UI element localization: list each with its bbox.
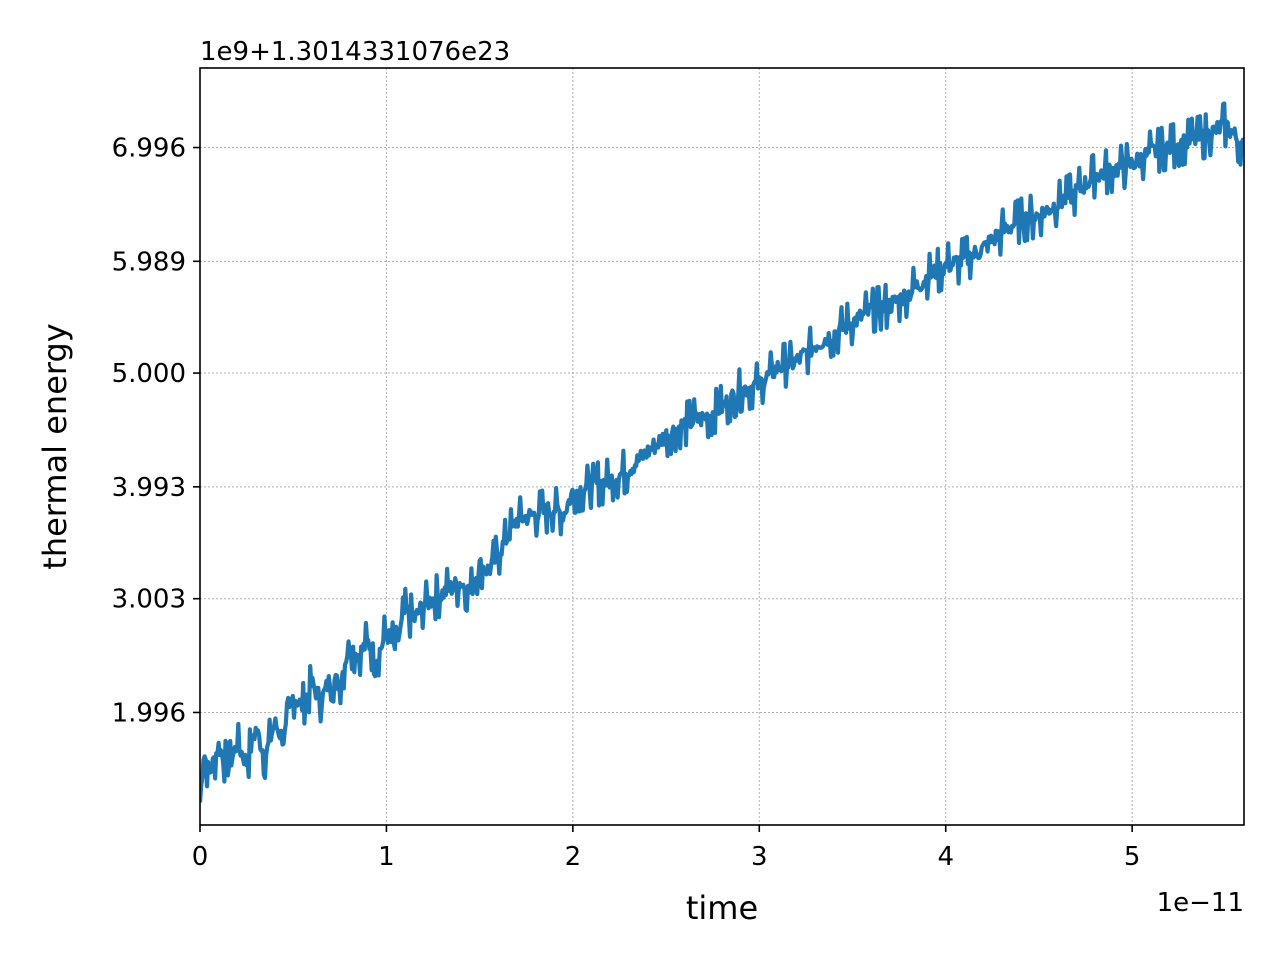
y-tick-label: 3.993 (112, 473, 186, 503)
x-tick-label: 4 (937, 842, 954, 872)
x-offset-label: 1e−11 (1157, 888, 1244, 918)
x-tick-label: 0 (192, 842, 209, 872)
x-tick-label: 3 (751, 842, 768, 872)
grid (199, 68, 1244, 825)
y-tick-label: 5.000 (112, 359, 186, 389)
y-tick-label: 5.989 (112, 247, 186, 277)
y-offset-label: 1e9+1.3014331076e23 (200, 37, 510, 67)
x-tick-label: 5 (1124, 842, 1141, 872)
y-tick-label: 1.996 (112, 698, 186, 728)
y-tick-label: 6.996 (112, 134, 186, 164)
plot-frame (199, 67, 1245, 826)
y-tick-label: 3.003 (112, 585, 186, 615)
series-line (200, 101, 1244, 803)
x-axis-ticks: 0 1 2 3 4 5 (192, 825, 1141, 872)
series-layer (200, 101, 1244, 803)
x-axis-label: time (686, 889, 758, 927)
x-tick-label: 1 (378, 842, 395, 872)
x-tick-label: 2 (565, 842, 582, 872)
y-axis-ticks: 1.996 3.003 3.993 5.000 5.989 6.996 (112, 134, 200, 728)
y-axis-label: thermal energy (36, 323, 74, 569)
